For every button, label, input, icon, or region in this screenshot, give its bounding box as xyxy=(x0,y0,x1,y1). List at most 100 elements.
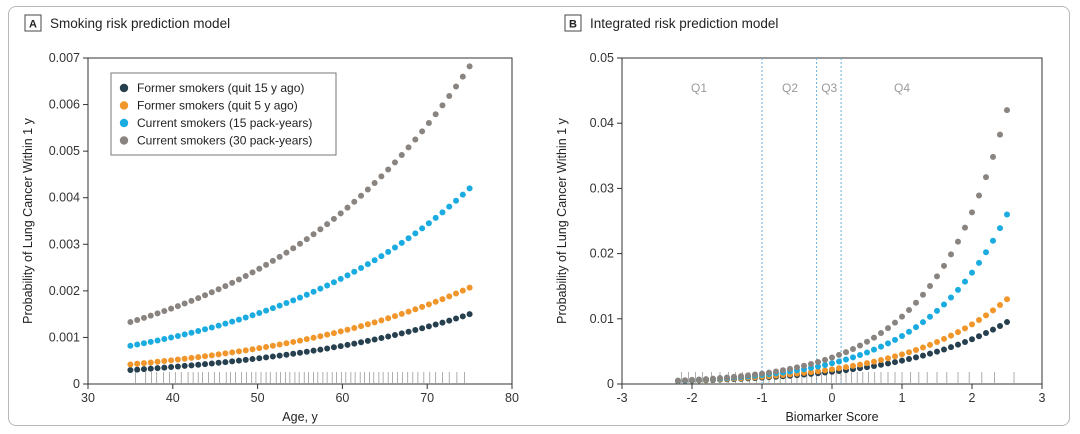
panel-a-data-point xyxy=(351,268,358,275)
panel-b-chart: 0 0.01 0.02 0.03 0.04 0.05 -3 -2 -1 0 1 2 3 Biomarker… xyxy=(555,51,1046,424)
panel-b-data-point xyxy=(934,348,940,355)
panel-b-data-point xyxy=(892,336,898,343)
panel-a-data-point xyxy=(412,230,419,237)
panel-a-data-point xyxy=(168,357,175,364)
panel-b-data-point xyxy=(976,333,982,340)
panel-a-data-point xyxy=(276,352,283,359)
panel-a-series-3 xyxy=(127,185,473,349)
panel-b-x-tick-label: -2 xyxy=(686,391,697,405)
panel-a-data-point xyxy=(263,354,270,361)
panel-b-data-point xyxy=(773,368,779,375)
panel-a-data-point xyxy=(405,328,412,335)
panel-a-data-point xyxy=(222,283,229,290)
legend-marker xyxy=(119,83,129,93)
panel-a-data-point xyxy=(310,347,317,354)
panel-a-data-point xyxy=(134,360,141,367)
panel-a-data-point xyxy=(297,337,303,344)
panel-a-data-point xyxy=(364,186,371,193)
panel-a-data-point xyxy=(405,235,412,242)
panel-b-data-point xyxy=(899,313,905,320)
panel-a-data-point xyxy=(378,335,385,342)
panel-a-data-point xyxy=(425,323,432,330)
panel-b-data-point xyxy=(997,322,1003,329)
panel-b-data-point xyxy=(878,357,884,364)
panel-a-data-point xyxy=(269,257,276,264)
panel-b-data-point xyxy=(892,359,898,366)
panel-b-data-point xyxy=(955,286,961,293)
panel-a-data-point xyxy=(459,191,466,198)
legend-label: Current smokers (30 pack-years) xyxy=(137,134,312,148)
panel-b-data-point xyxy=(885,340,891,347)
panel-b-y-tick-label: 0.05 xyxy=(590,51,614,65)
panel-b-data-point xyxy=(906,306,912,313)
panel-b-data-point xyxy=(794,364,800,371)
panel-a-data-point xyxy=(459,313,466,320)
panel-a-data-point xyxy=(446,203,453,210)
panel-a-data-point xyxy=(154,310,161,317)
panel-b-data-point xyxy=(731,373,737,380)
panel-a-data-point xyxy=(303,236,310,243)
legend-label: Former smokers (quit 15 y ago) xyxy=(137,81,304,95)
panel-a-data-point xyxy=(249,269,256,276)
panel-a-title-text: Smoking risk prediction model xyxy=(50,16,230,31)
panel-a-data-point xyxy=(215,359,222,366)
panel-b-data-point xyxy=(752,371,758,378)
panel-a-data-point xyxy=(439,102,446,109)
panel-a-data-point xyxy=(317,226,324,233)
panel-a-data-point xyxy=(351,198,358,205)
panel-b-data-point xyxy=(962,224,968,231)
panel-a-data-point xyxy=(174,363,181,370)
panel-b-data-point xyxy=(801,362,807,369)
panel-a-data-point xyxy=(140,314,147,321)
panel-a-data-point xyxy=(466,284,473,291)
panel-b-series-4 xyxy=(675,107,1010,384)
panel-a-data-point xyxy=(147,338,154,345)
panel-a-data-point xyxy=(202,292,209,299)
panel-a-data-point xyxy=(269,342,276,349)
panel-a-x-axis-title: Age, y xyxy=(282,410,318,424)
panel-a-data-point xyxy=(378,317,385,324)
panel-a-y-tick-label: 0.004 xyxy=(49,191,80,205)
panel-a-data-point xyxy=(208,324,215,331)
panel-a-data-point xyxy=(330,344,337,351)
panel-a-data-point xyxy=(385,166,392,173)
panel-b-data-point xyxy=(941,346,947,353)
panel-a-data-point xyxy=(419,303,426,310)
panel-a-data-point xyxy=(168,305,175,312)
panel-a-data-point xyxy=(398,151,405,158)
panel-b-data-point xyxy=(990,307,996,314)
panel-b-data-point xyxy=(969,321,975,328)
panel-b-data-point xyxy=(759,370,765,377)
panel-b-data-point xyxy=(997,225,1003,232)
panel-a-data-point xyxy=(385,315,392,322)
panel-b-data-point xyxy=(745,372,751,379)
panel-b-y-tick-label: 0.04 xyxy=(590,116,614,130)
panel-a-data-point xyxy=(290,297,297,304)
panel-a-data-point xyxy=(161,308,168,315)
panel-a-data-point xyxy=(344,204,351,211)
panel-b-x-axis-title: Biomarker Score xyxy=(785,410,878,424)
panel-a-data-point xyxy=(154,358,161,365)
panel-a-data-point xyxy=(290,350,297,357)
panel-a-data-point xyxy=(188,329,195,336)
panel-a-data-point xyxy=(195,328,202,335)
panel-b-data-point xyxy=(675,377,681,384)
panel-a-data-point xyxy=(391,313,398,320)
panel-a-data-point xyxy=(276,253,283,260)
panel-a-data-point xyxy=(425,301,432,308)
panel-b-data-point xyxy=(857,361,863,368)
panel-b-data-point xyxy=(913,354,919,361)
panel-b-data-point xyxy=(703,376,709,383)
panel-a-y-tick-label: 0.003 xyxy=(49,237,80,251)
panel-a-data-point xyxy=(358,339,365,346)
panel-a-y-tick-label: 0.007 xyxy=(49,51,80,65)
panel-a-data-point xyxy=(385,248,392,255)
panel-a-plot-area xyxy=(87,57,513,385)
panel-a-data-point xyxy=(229,349,236,356)
panel-a-data-point xyxy=(242,273,249,280)
panel-b-data-point xyxy=(864,349,870,356)
panel-b-data-point xyxy=(962,278,968,285)
panel-b-x-tick-label: 0 xyxy=(829,391,836,405)
panel-a-data-point xyxy=(391,159,398,166)
panel-a-data-point xyxy=(330,215,337,222)
